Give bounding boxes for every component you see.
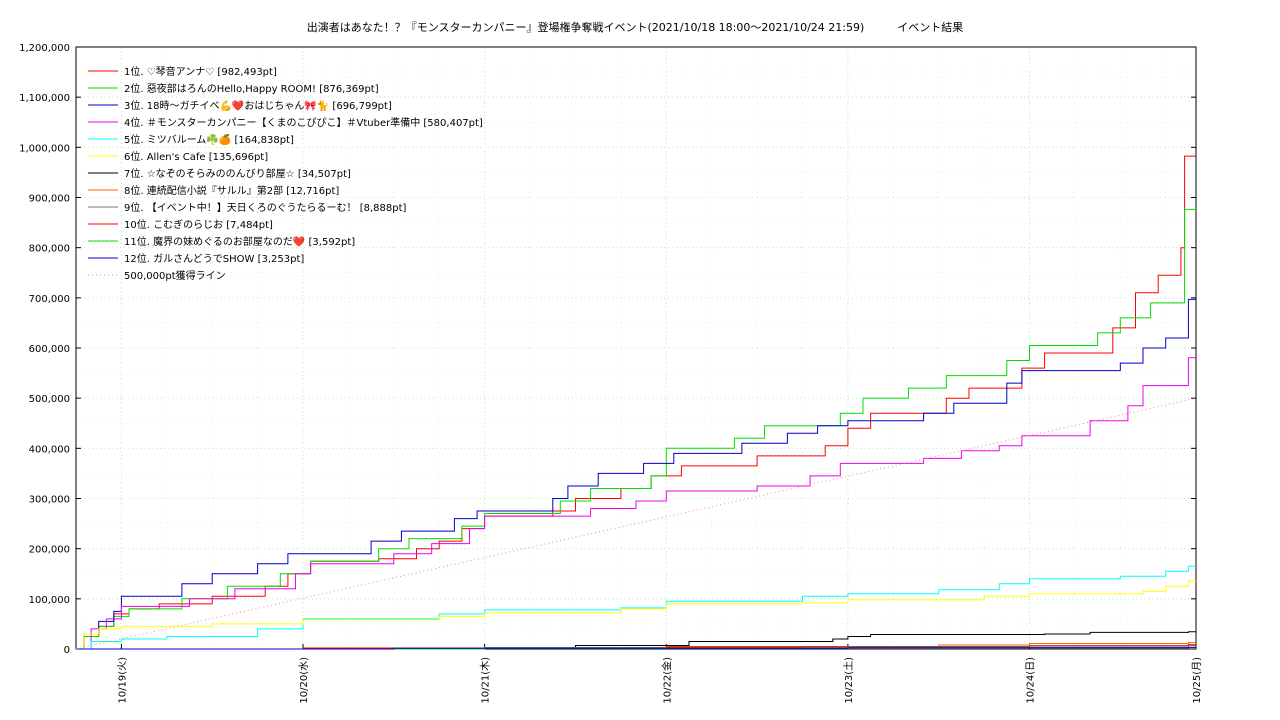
y-tick-label: 700,000 bbox=[29, 294, 70, 305]
grid-lines bbox=[76, 47, 1196, 649]
x-tick-label: 10/21(木) bbox=[480, 657, 492, 704]
y-tick-label: 500,000 bbox=[29, 394, 70, 405]
x-tick-label: 10/19(火) bbox=[116, 657, 128, 704]
legend-entry: 10位. こむぎのらじお [7,484pt] bbox=[124, 218, 273, 231]
series-line-4 bbox=[76, 357, 1196, 650]
y-tick-label: 0 bbox=[64, 645, 70, 656]
y-tick-label: 900,000 bbox=[29, 194, 70, 205]
y-tick-label: 100,000 bbox=[29, 595, 70, 606]
legend-entry: 4位. ＃モンスターカンパニー【くまのこぴぴこ】＃Vtuber準備中 [580,… bbox=[124, 116, 483, 129]
legend-entry: 3位. 18時〜ガチイベ💪❤️おはじちゃん🎀🐈 [696,799pt] bbox=[124, 99, 392, 112]
legend-entry: 500,000pt獲得ライン bbox=[124, 269, 226, 282]
legend: 1位. ♡琴音アンナ♡ [982,493pt] 2位. 惡夜部はろんのHello,… bbox=[88, 65, 483, 282]
x-tick-label: 10/20(水) bbox=[298, 657, 310, 704]
series-line-1 bbox=[76, 155, 1196, 650]
y-tick-label: 600,000 bbox=[29, 344, 70, 355]
y-tick-label: 300,000 bbox=[29, 495, 70, 506]
legend-entry: 5位. ミツバルーム☘️🍊 [164,838pt] bbox=[124, 133, 294, 146]
legend-entry: 8位. 連続配信小説『サルル』第2部 [12,716pt] bbox=[124, 184, 339, 197]
x-tick-label: 10/22(金) bbox=[660, 657, 673, 704]
series-line-6 bbox=[76, 580, 1196, 650]
legend-entry: 9位. 【イベント中！】天日くろのぐうたらるーむ！ [8,888pt] bbox=[124, 201, 406, 214]
y-tick-label: 800,000 bbox=[29, 244, 70, 255]
legend-entry: 2位. 惡夜部はろんのHello,Happy ROOM! [876,369pt] bbox=[124, 82, 379, 95]
x-tick-label: 10/23(土) bbox=[842, 657, 855, 704]
y-tick-label: 1,000,000 bbox=[19, 143, 70, 154]
chart-title: 出演者はあなた！？『モンスターカンパニー』登場権争奪戦イベント(2021/10/… bbox=[306, 21, 964, 34]
legend-entry: 12位. ガルさんどうでSHOW [3,253pt] bbox=[124, 252, 304, 265]
y-tick-label: 200,000 bbox=[29, 545, 70, 556]
y-axis: 0 100,000 200,000 300,000 400,000 500,000 600,… bbox=[19, 43, 1196, 656]
x-tick-label: 10/25(月) bbox=[1191, 657, 1203, 704]
y-tick-label: 400,000 bbox=[29, 444, 70, 455]
y-tick-label: 1,100,000 bbox=[19, 93, 70, 104]
series-lines bbox=[75, 155, 1197, 650]
x-tick-label: 10/24(日) bbox=[1026, 657, 1037, 704]
legend-entry: 1位. ♡琴音アンナ♡ [982,493pt] bbox=[124, 65, 277, 78]
legend-entry: 7位. ☆なぞのそらみののんびり部屋☆ [34,507pt] bbox=[124, 167, 351, 180]
series-line-13 bbox=[75, 397, 1197, 650]
y-tick-label: 1,200,000 bbox=[19, 43, 70, 54]
legend-entry: 11位. 魔界の妹めぐるのお部屋なのだ❤️ [3,592pt] bbox=[124, 235, 355, 248]
series-line-12 bbox=[76, 646, 1196, 650]
legend-entry: 6位. Allen's Cafe [135,696pt] bbox=[124, 150, 268, 163]
series-line-2 bbox=[76, 208, 1196, 650]
series-line-3 bbox=[76, 298, 1196, 650]
series-line-5 bbox=[76, 565, 1196, 650]
x-axis: 10/19(火) 10/20(水) 10/21(木) 10/22(金) 10/23(土)… bbox=[116, 644, 1203, 704]
